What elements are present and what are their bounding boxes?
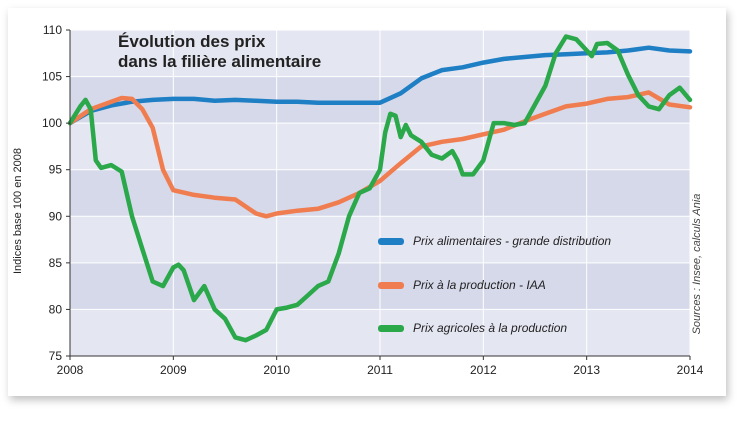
- x-tick-label: 2013: [573, 363, 600, 377]
- chart-title-line1: Évolution des prix: [118, 32, 266, 51]
- legend-item-grande-distribution: Prix alimentaires - grande distribution: [378, 234, 611, 248]
- y-tick-label: 85: [49, 256, 63, 270]
- x-tick-label: 2009: [160, 363, 187, 377]
- series-line-1: [67, 90, 693, 219]
- y-axis-label: Indices base 100 en 2008: [12, 148, 24, 274]
- y-tick-label: 80: [49, 302, 63, 316]
- x-tick-label: 2008: [57, 363, 84, 377]
- legend-item-agricoles: Prix agricoles à la production: [378, 321, 567, 335]
- y-tick-label: 100: [42, 116, 62, 130]
- x-tick-label: 2012: [470, 363, 497, 377]
- x-tick-label: 2011: [367, 363, 393, 377]
- y-tick-label: 105: [42, 70, 62, 84]
- x-tick-label: 2014: [677, 363, 704, 377]
- y-tick-label: 75: [49, 349, 63, 363]
- legend-label: Prix agricoles à la production: [413, 321, 568, 335]
- legend-swatch: [378, 324, 404, 332]
- legend-label: Prix à la production - IAA: [413, 278, 546, 292]
- chart-title: Évolution des prix dans la filière alime…: [118, 32, 321, 72]
- y-tick-label: 110: [43, 23, 62, 37]
- source-note: Sources : Insee, calculs Ania: [691, 193, 703, 335]
- series-line-2: [67, 34, 693, 343]
- series-layer: [67, 34, 693, 343]
- legend-swatch: [378, 237, 404, 245]
- axes: 75 80 85 90 95 100 105 110 2008 2009 2010 2011 2012 2…: [42, 23, 704, 377]
- legend-swatch: [378, 281, 404, 289]
- x-tick-label: 2010: [263, 363, 290, 377]
- chart-title-line2: dans la filière alimentaire: [118, 52, 322, 71]
- legend-item-production-iaa: Prix à la production - IAA: [378, 278, 546, 292]
- y-tick-label: 95: [49, 163, 63, 177]
- legend-label: Prix alimentaires - grande distribution: [413, 234, 612, 248]
- y-tick-label: 90: [49, 209, 63, 223]
